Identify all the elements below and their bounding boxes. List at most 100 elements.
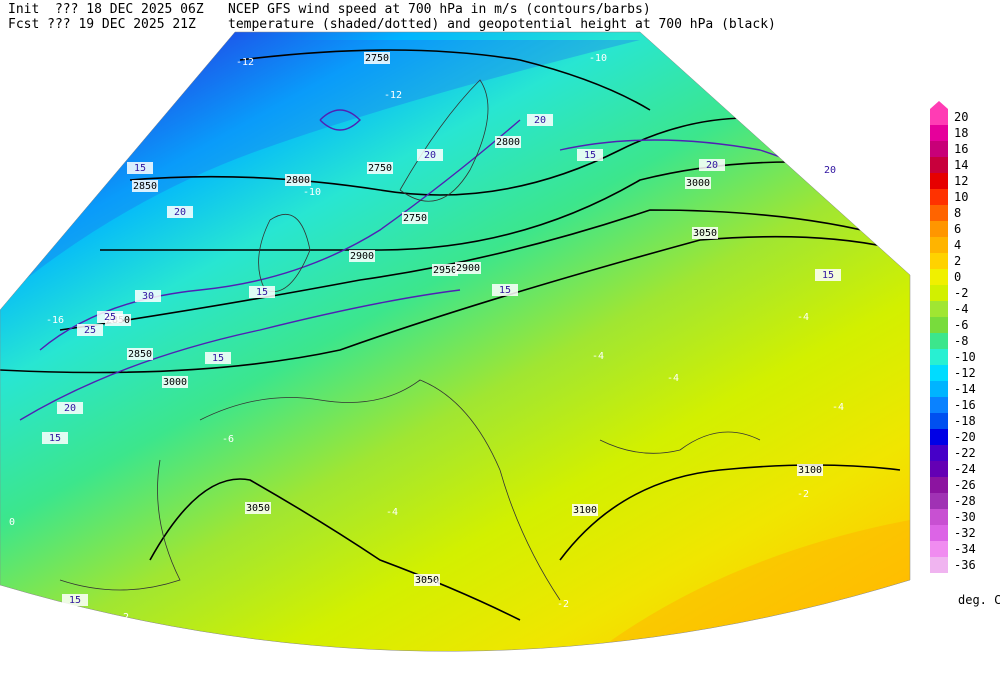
colorbar-box [930, 237, 948, 253]
height-label: 2900 [456, 263, 480, 274]
wind-label: 20 [174, 207, 186, 218]
temp-label: -4 [797, 312, 809, 323]
colorbar-box [930, 493, 948, 509]
label-bg [815, 269, 841, 281]
colorbar-label: 0 [954, 270, 961, 284]
wind-label: 15 [499, 285, 511, 296]
colorbar-box [930, 397, 948, 413]
colorbar-label: 16 [954, 142, 968, 156]
label-bg [455, 262, 481, 274]
map-border [0, 31, 911, 652]
height-label: 3050 [693, 228, 717, 239]
temp-label: -6 [222, 434, 234, 445]
init-label: Init ??? 18 DEC 2025 06Z [8, 2, 204, 17]
wind-label: 25 [104, 312, 116, 323]
colorbar-label: -16 [954, 398, 976, 412]
label-bg [367, 162, 393, 174]
colorbar-label: -30 [954, 510, 976, 524]
colorbar-box [930, 221, 948, 237]
height-label: 3050 [415, 575, 439, 586]
height-label: 3000 [163, 377, 187, 388]
colorbar-box [930, 509, 948, 525]
temp-label: -4 [832, 402, 844, 413]
label-bg [577, 149, 603, 161]
label-bg [285, 174, 311, 186]
colorbar-box [930, 541, 948, 557]
wind-label: 15 [212, 353, 224, 364]
temp-label: -4 [427, 578, 439, 589]
label-bg [572, 504, 598, 516]
height-label: 2800 [286, 175, 310, 186]
colorbar-label: 20 [954, 110, 968, 124]
wind-label: 20 [424, 150, 436, 161]
temp-label: -2 [557, 599, 569, 610]
wind-label: 30 [142, 291, 154, 302]
label-bg [402, 212, 428, 224]
colorbar-box [930, 317, 948, 333]
label-bg [349, 250, 375, 262]
label-bg [249, 286, 275, 298]
height-label: 3100 [798, 465, 822, 476]
colorbar-box [930, 125, 948, 141]
colorbar-label: -20 [954, 430, 976, 444]
label-bg [685, 177, 711, 189]
colorbar-arrow [930, 101, 948, 109]
wind-label: 20 [534, 115, 546, 126]
colorbar-box [930, 173, 948, 189]
wind-label: 20 [706, 160, 718, 171]
colorbar-label: 10 [954, 190, 968, 204]
wind-label: 15 [256, 287, 268, 298]
temp-label: -4 [592, 351, 604, 362]
colorbar-unit: deg. C [958, 593, 1000, 607]
height-contours [0, 49, 901, 621]
temp-label: -2 [117, 612, 129, 623]
temp-label: 0 [9, 517, 15, 528]
height-label: 2850 [133, 181, 157, 192]
colorbar-box [930, 461, 948, 477]
height-label: 2750 [365, 53, 389, 64]
label-bg [797, 464, 823, 476]
title-line-2: temperature (shaded/dotted) and geopoten… [228, 17, 776, 32]
height-label: 2800 [496, 137, 520, 148]
wind-label: 20 [824, 165, 836, 176]
colorbar-label: -34 [954, 542, 976, 556]
colorbar-label: 2 [954, 254, 961, 268]
colorbar-box [930, 429, 948, 445]
label-bg [432, 264, 458, 276]
temp-label: -16 [46, 315, 64, 326]
colorbar-box [930, 477, 948, 493]
temp-label: 0 [559, 653, 565, 664]
label-bg [817, 164, 843, 176]
colorbar-label: -10 [954, 350, 976, 364]
colorbar-label: -32 [954, 526, 976, 540]
wind-label: 15 [49, 433, 61, 444]
colorbar-label: 12 [954, 174, 968, 188]
label-bg [495, 136, 521, 148]
label-bg [127, 162, 153, 174]
colorbar-box [930, 141, 948, 157]
label-bg [62, 594, 88, 606]
colorbar-label: -4 [954, 302, 968, 316]
colorbar-label: -14 [954, 382, 976, 396]
temp-label: -4 [386, 507, 398, 518]
wind-label: 25 [84, 325, 96, 336]
wind-label: 15 [69, 595, 81, 606]
label-bg [77, 324, 103, 336]
height-label: 3000 [686, 178, 710, 189]
colorbar-label: 14 [954, 158, 968, 172]
height-label: 2950 [433, 265, 457, 276]
colorbar-box [930, 189, 948, 205]
colorbar-label: -6 [954, 318, 968, 332]
colorbar-box [930, 269, 948, 285]
height-label: 3100 [573, 505, 597, 516]
colorbar-box [930, 253, 948, 269]
height-label: 3050 [246, 503, 270, 514]
colorbar-label: -8 [954, 334, 968, 348]
label-bg [57, 402, 83, 414]
colorbar-box [930, 413, 948, 429]
colorbar-label: -36 [954, 558, 976, 572]
label-bg [699, 159, 725, 171]
label-bg [527, 114, 553, 126]
temp-label: -12 [236, 57, 254, 68]
label-bg [42, 432, 68, 444]
